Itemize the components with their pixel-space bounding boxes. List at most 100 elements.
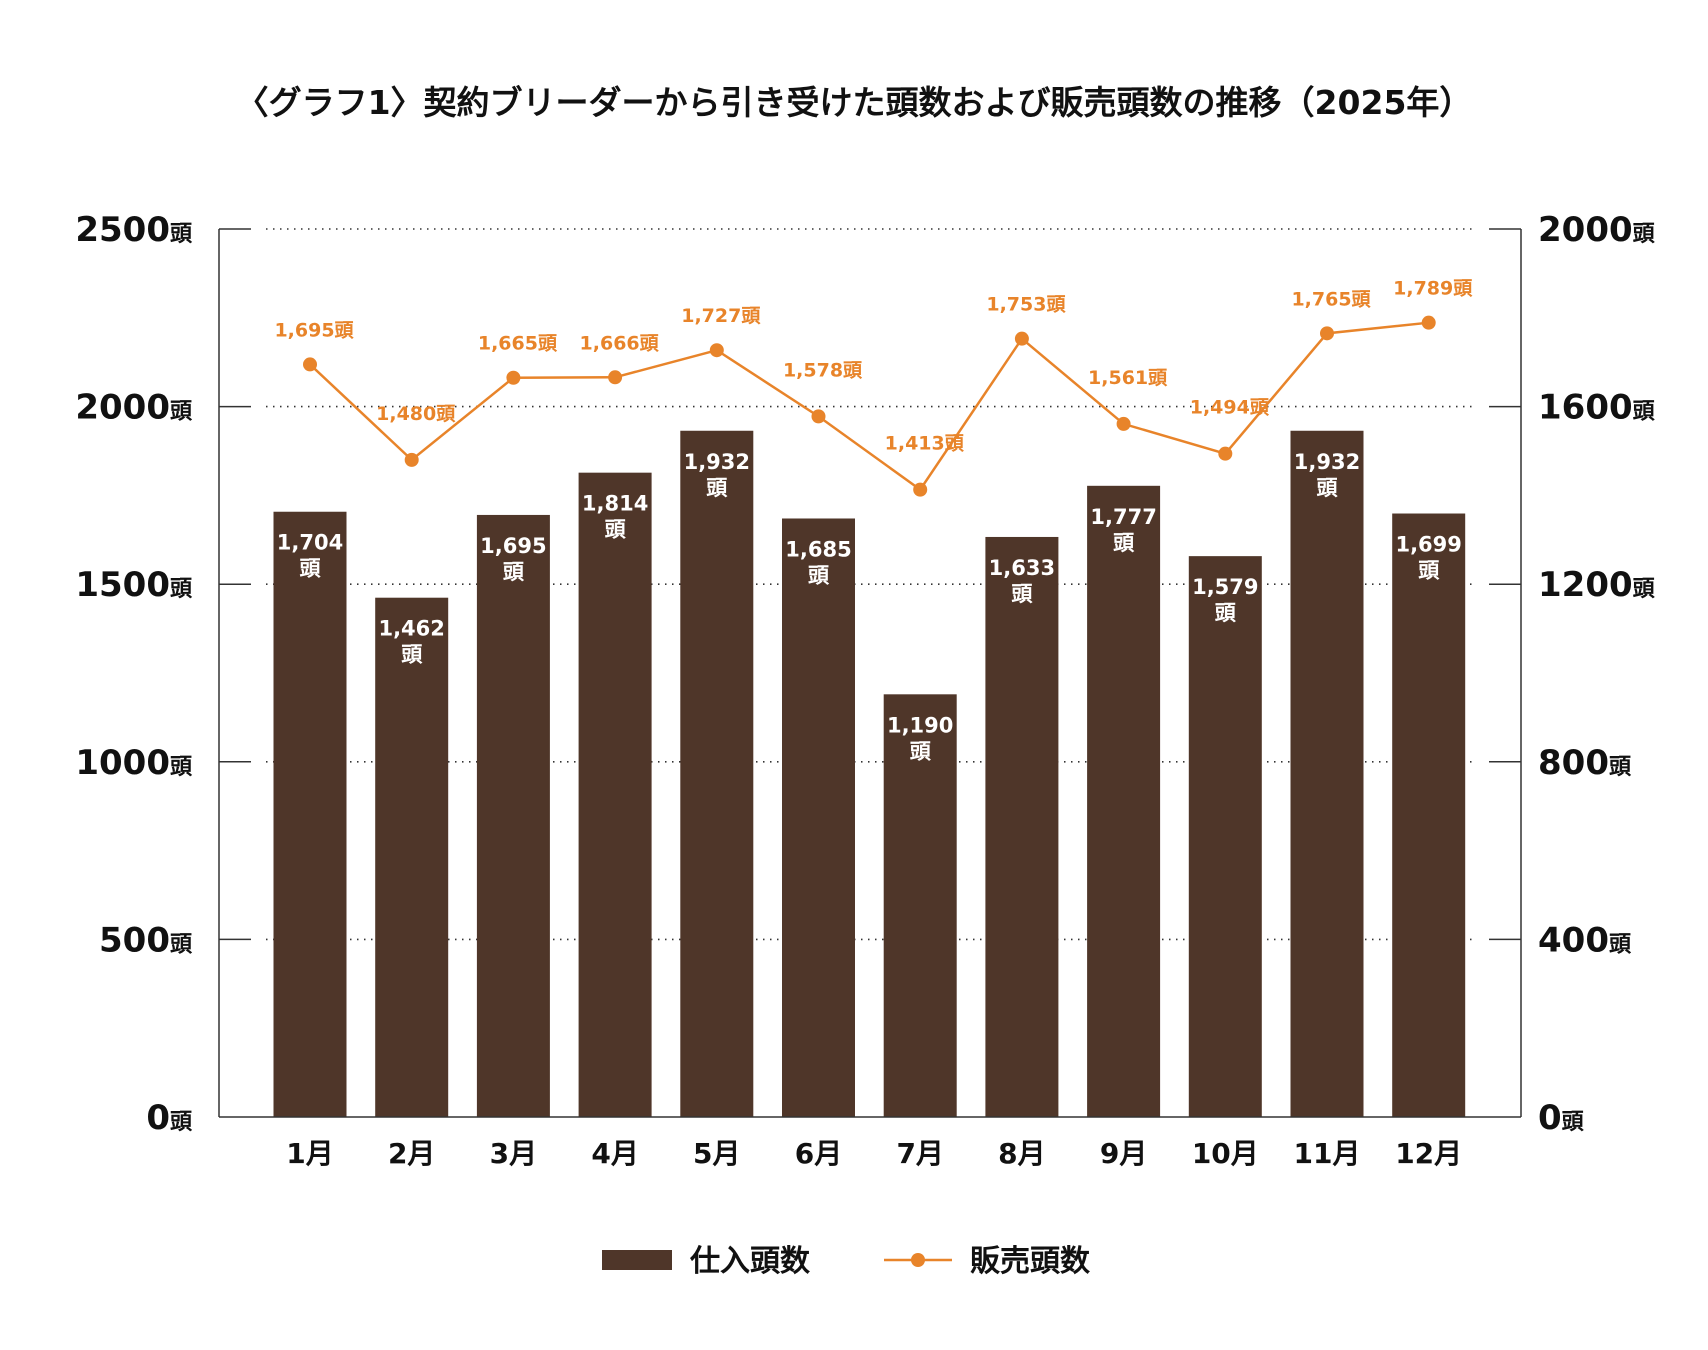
right-tick-unit: 頭 <box>1633 222 1656 247</box>
bar-value-label: 1,695 <box>480 534 546 558</box>
bar <box>375 597 449 1117</box>
left-tick-unit: 頭 <box>170 755 193 780</box>
left-tick-unit: 頭 <box>170 400 193 425</box>
x-tick-label: 3月 <box>490 1137 537 1170</box>
right-tick-value: 1200 <box>1538 565 1633 605</box>
bar-value-label: 1,777 <box>1090 505 1156 529</box>
bar-value-label: 1,932 <box>1294 450 1360 474</box>
left-tick-value: 2000 <box>75 388 170 428</box>
bar-value-label: 1,633 <box>989 556 1055 580</box>
sales-line <box>309 321 1429 492</box>
bar-value-label: 1,685 <box>785 537 851 561</box>
bar <box>985 536 1059 1117</box>
bar-value-label: 1,699 <box>1395 533 1461 557</box>
bar-unit-label: 頭 <box>1418 559 1440 583</box>
legend: 仕入頭数 販売頭数 <box>602 1244 1091 1279</box>
bar-unit-label: 頭 <box>1011 582 1033 606</box>
left-tick-label: 1500頭 <box>75 565 193 605</box>
right-tick-unit: 頭 <box>1633 400 1656 425</box>
legend-bar-label: 仕入頭数 <box>689 1244 811 1279</box>
bar-value-label: 1,462 <box>378 617 444 641</box>
x-tick-label: 8月 <box>998 1137 1045 1170</box>
legend-bar-swatch <box>602 1250 672 1270</box>
x-tick-label: 1月 <box>286 1137 333 1170</box>
sales-point <box>303 357 317 372</box>
bar <box>273 511 347 1117</box>
sales-value-label: 1,578頭 <box>783 359 863 381</box>
bar-unit-label: 頭 <box>910 739 932 763</box>
bar-unit-label: 頭 <box>300 557 322 581</box>
right-tick-value: 400 <box>1538 920 1609 960</box>
sales-value-label: 1,753頭 <box>986 294 1066 316</box>
sales-value-label: 1,695頭 <box>274 319 354 341</box>
bar <box>1188 556 1262 1117</box>
bar-unit-label: 頭 <box>1215 601 1237 625</box>
left-tick-unit: 頭 <box>170 577 193 602</box>
right-tick-label: 400頭 <box>1538 920 1632 960</box>
sales-point <box>1320 326 1334 341</box>
bar-value-label: 1,932 <box>684 450 750 474</box>
x-tick-label: 11月 <box>1294 1137 1361 1170</box>
left-tick-value: 2500 <box>75 210 170 250</box>
right-tick-unit: 頭 <box>1633 577 1656 602</box>
sales-point <box>1116 416 1131 431</box>
sales-value-label: 1,413頭 <box>885 433 965 455</box>
left-tick-label: 1000頭 <box>75 743 193 783</box>
sales-point <box>709 343 724 358</box>
chart-title: 〈グラフ1〉契約ブリーダーから引き受けた頭数および販売頭数の推移（2025年） <box>236 83 1473 122</box>
sales-value-label: 1,727頭 <box>681 305 761 327</box>
bar-unit-label: 頭 <box>808 563 830 587</box>
bar <box>1392 513 1466 1117</box>
left-tick-label: 2000頭 <box>75 388 193 428</box>
sales-value-label: 1,789頭 <box>1393 278 1473 300</box>
right-tick-label: 0頭 <box>1538 1098 1585 1138</box>
left-tick-label: 500頭 <box>99 920 193 960</box>
right-tick-value: 800 <box>1538 743 1609 783</box>
right-tick-label: 2000頭 <box>1538 210 1656 250</box>
sales-value-label: 1,666頭 <box>580 332 660 354</box>
sales-point <box>1421 315 1436 330</box>
bar <box>883 694 957 1117</box>
bar-unit-label: 頭 <box>401 643 423 667</box>
right-tick-value: 2000 <box>1538 210 1633 250</box>
bar-unit-label: 頭 <box>1113 531 1135 555</box>
sales-value-label: 1,480頭 <box>376 403 456 425</box>
x-tick-label: 5月 <box>693 1137 740 1170</box>
left-tick-label: 0頭 <box>146 1098 193 1138</box>
bar <box>680 430 754 1117</box>
bar <box>476 514 550 1117</box>
right-tick-label: 1600頭 <box>1538 388 1656 428</box>
left-tick-value: 1500 <box>75 565 170 605</box>
x-tick-label: 7月 <box>896 1137 943 1170</box>
x-tick-label: 4月 <box>591 1137 638 1170</box>
sales-point <box>404 452 419 467</box>
right-tick-value: 1600 <box>1538 388 1633 428</box>
left-tick-value: 500 <box>99 920 170 960</box>
sales-value-label: 1,765頭 <box>1291 288 1371 310</box>
bar-value-label: 1,579 <box>1192 575 1258 599</box>
bar-value-label: 1,704 <box>277 531 343 555</box>
x-tick-label: 9月 <box>1100 1137 1147 1170</box>
sales-point <box>1218 446 1233 461</box>
bar <box>1087 485 1161 1118</box>
bar-unit-label: 頭 <box>1317 476 1339 500</box>
right-tick-label: 800頭 <box>1538 743 1632 783</box>
bar-unit-label: 頭 <box>605 518 627 542</box>
sales-value-label: 1,665頭 <box>478 333 558 355</box>
bar <box>782 518 855 1117</box>
left-tick-label: 2500頭 <box>75 210 193 250</box>
left-tick-value: 1000 <box>75 743 170 783</box>
x-tick-label: 10月 <box>1192 1137 1259 1170</box>
left-tick-unit: 頭 <box>170 222 193 247</box>
right-tick-unit: 頭 <box>1609 932 1632 957</box>
sales-point <box>811 409 826 424</box>
sales-value-label: 1,561頭 <box>1088 367 1168 389</box>
bar <box>1290 430 1364 1117</box>
sales-value-label: 1,494頭 <box>1190 397 1270 419</box>
x-tick-label: 6月 <box>795 1137 842 1170</box>
bar <box>578 472 652 1117</box>
sales-point <box>1014 331 1029 346</box>
right-tick-unit: 頭 <box>1609 755 1632 780</box>
sales-point <box>506 370 521 385</box>
